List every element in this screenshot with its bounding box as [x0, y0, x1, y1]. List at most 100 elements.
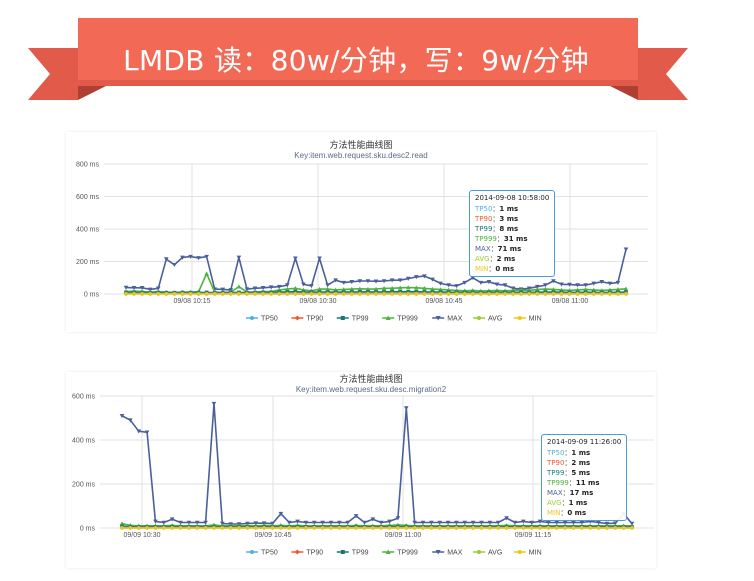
series-min-point-4[interactable]	[153, 526, 158, 530]
series-min-point-40[interactable]	[454, 526, 459, 530]
series-min-point-23[interactable]	[312, 526, 317, 530]
series-max-point-59[interactable]	[599, 280, 605, 285]
series-max-point-21[interactable]	[293, 256, 298, 261]
series-min-point-32[interactable]	[387, 526, 392, 530]
series-max-point-9[interactable]	[196, 256, 201, 261]
series-max-point-34[interactable]	[403, 406, 409, 411]
chart-legend[interactable]: TP50 TP90 TP99 TP999 MAX AVG MIN	[246, 315, 542, 323]
series-min-point-5[interactable]	[162, 526, 166, 530]
series-max-point-19[interactable]	[278, 511, 284, 516]
series-max-point-22[interactable]	[303, 520, 309, 525]
series-max-point-40[interactable]	[446, 283, 451, 288]
series-max-point-28[interactable]	[353, 514, 359, 519]
series-max-point-23[interactable]	[309, 284, 314, 289]
series-max-point-15[interactable]	[244, 287, 250, 292]
series-min-point-17[interactable]	[261, 292, 265, 296]
series-min-point-53[interactable]	[551, 292, 556, 296]
series-min-point-28[interactable]	[350, 292, 354, 296]
series-min-point-10[interactable]	[204, 292, 209, 296]
series-max-point-2[interactable]	[136, 429, 142, 434]
series-tp999-point-61[interactable]	[615, 287, 621, 292]
series-min-point-0[interactable]	[120, 526, 124, 530]
series-min-point-8[interactable]	[187, 526, 191, 530]
series-max-point-44[interactable]	[478, 280, 484, 285]
series-min-point-52[interactable]	[543, 292, 548, 296]
series-max-point-28[interactable]	[349, 280, 355, 285]
series-max-point-12[interactable]	[220, 287, 226, 292]
series-max-point-23[interactable]	[311, 520, 317, 525]
series-min-point-45[interactable]	[487, 292, 491, 296]
legend-item-tp999[interactable]: TP999	[382, 549, 418, 557]
series-max-point-47[interactable]	[502, 283, 508, 288]
series-min-point-46[interactable]	[495, 292, 499, 296]
series-tp999-point-30[interactable]	[365, 286, 371, 291]
series-min-point-52[interactable]	[554, 526, 559, 530]
series-max-point-54[interactable]	[559, 282, 564, 287]
series-max-point-7[interactable]	[178, 520, 183, 525]
series-min-point-21[interactable]	[293, 292, 298, 296]
legend-item-tp999[interactable]: TP999	[382, 315, 418, 323]
series-min-point-19[interactable]	[279, 526, 283, 530]
series-max-point-16[interactable]	[253, 521, 259, 526]
series-min-point-29[interactable]	[358, 292, 362, 296]
series-tp999-point-33[interactable]	[389, 286, 395, 291]
series-max-point-61[interactable]	[615, 280, 621, 285]
series-min-point-54[interactable]	[559, 292, 564, 296]
series-max-point-3[interactable]	[144, 430, 150, 435]
series-max-point-33[interactable]	[395, 516, 401, 521]
series-min-point-56[interactable]	[588, 526, 592, 530]
series-max-point-41[interactable]	[454, 284, 459, 289]
series-min-point-13[interactable]	[228, 526, 233, 530]
series-min-point-15[interactable]	[245, 526, 250, 530]
series-min-point-16[interactable]	[253, 292, 257, 296]
series-min-point-47[interactable]	[513, 526, 517, 530]
series-max-point-46[interactable]	[494, 282, 500, 287]
series-min-point-34[interactable]	[398, 292, 402, 296]
series-min-point-18[interactable]	[269, 292, 273, 296]
series-max-point-52[interactable]	[543, 283, 548, 288]
series-max-point-62[interactable]	[623, 247, 629, 252]
series-max-point-38[interactable]	[437, 520, 443, 525]
series-max-point-44[interactable]	[487, 520, 493, 525]
series-tp999-point-24[interactable]	[317, 286, 322, 291]
series-min-point-3[interactable]	[145, 526, 149, 530]
series-max-point-9[interactable]	[194, 520, 200, 525]
series-tp999-point-14[interactable]	[236, 284, 242, 289]
series-min-point-22[interactable]	[301, 292, 306, 296]
series-min-point-43[interactable]	[470, 292, 475, 296]
legend-item-tp99[interactable]: TP99	[336, 316, 369, 323]
series-min-point-36[interactable]	[421, 526, 425, 530]
legend-item-tp50[interactable]: TP50	[246, 550, 278, 557]
series-max-point-46[interactable]	[504, 516, 509, 521]
series-tp999-point-38[interactable]	[430, 286, 435, 291]
series-min-point-49[interactable]	[519, 292, 523, 296]
series-min-point-30[interactable]	[366, 292, 370, 296]
series-max-point-5[interactable]	[161, 520, 167, 525]
series-max-point-34[interactable]	[397, 278, 403, 283]
series-min-point-23[interactable]	[309, 292, 314, 296]
series-max-point-3[interactable]	[147, 287, 153, 292]
series-max-point-11[interactable]	[211, 401, 217, 406]
series-max-point-42[interactable]	[470, 520, 476, 525]
series-min-point-48[interactable]	[521, 526, 526, 530]
series-min-point-7[interactable]	[180, 292, 185, 296]
series-min-point-16[interactable]	[253, 526, 258, 530]
series-min-point-38[interactable]	[437, 526, 442, 530]
series-min-point-49[interactable]	[529, 526, 534, 530]
series-max-point-27[interactable]	[345, 520, 351, 525]
series-max-point-8[interactable]	[188, 254, 193, 259]
series-max-point-48[interactable]	[521, 519, 526, 524]
series-min-point-26[interactable]	[333, 292, 338, 296]
series-min-point-30[interactable]	[371, 526, 375, 530]
series-tp999-point-52[interactable]	[543, 286, 548, 291]
legend-item-tp90[interactable]: TP90	[291, 549, 323, 557]
series-min-point-57[interactable]	[583, 292, 588, 296]
series-max-point-59[interactable]	[612, 521, 618, 526]
series-min-point-33[interactable]	[396, 526, 400, 530]
series-tp999-point-10[interactable]	[204, 271, 209, 276]
series-min-point-60[interactable]	[608, 292, 612, 296]
series-tp999-point-39[interactable]	[438, 287, 443, 292]
series-min-point-58[interactable]	[591, 292, 596, 296]
series-tp999-point-34[interactable]	[397, 285, 403, 290]
series-max-point-60[interactable]	[607, 281, 613, 286]
